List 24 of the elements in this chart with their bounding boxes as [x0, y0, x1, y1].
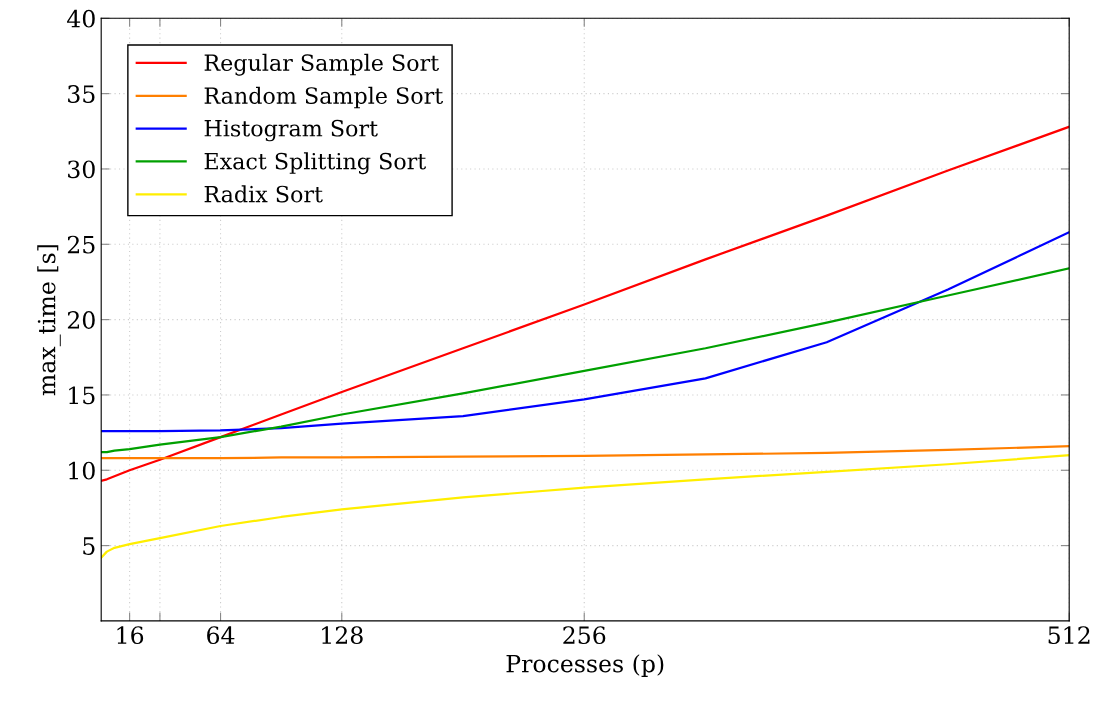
y-tick-label: 30 [68, 160, 95, 179]
legend-label: Random Sample Sort [204, 86, 444, 109]
y-tick-label: 35 [68, 85, 95, 103]
x-tick-label: 256 [563, 626, 606, 645]
y-tick-label: 15 [69, 386, 95, 405]
legend-label: Exact Splitting Sort [204, 152, 427, 175]
x-tick-label: 128 [322, 626, 363, 645]
x-tick-label: 16 [117, 626, 144, 645]
line-series [101, 267, 1070, 454]
y-tick-label: 20 [67, 311, 95, 329]
line-series [101, 445, 1070, 460]
y-axis-title: max_time [s] [37, 245, 61, 396]
line-series [101, 231, 1070, 433]
y-tick-label: 5 [83, 537, 95, 555]
x-axis-title: Processes (p) [506, 654, 664, 678]
x-tick-label: 64 [207, 626, 235, 645]
y-tick-label: 10 [69, 461, 95, 480]
legend-label: Histogram Sort [204, 119, 378, 142]
legend-label: Radix Sort [204, 185, 323, 203]
legend-label: Regular Sample Sort [204, 53, 439, 76]
y-tick-label: 40 [67, 9, 95, 28]
y-tick-label: 25 [67, 235, 95, 254]
line-series [101, 454, 1070, 559]
x-tick-label: 512 [1048, 626, 1090, 645]
